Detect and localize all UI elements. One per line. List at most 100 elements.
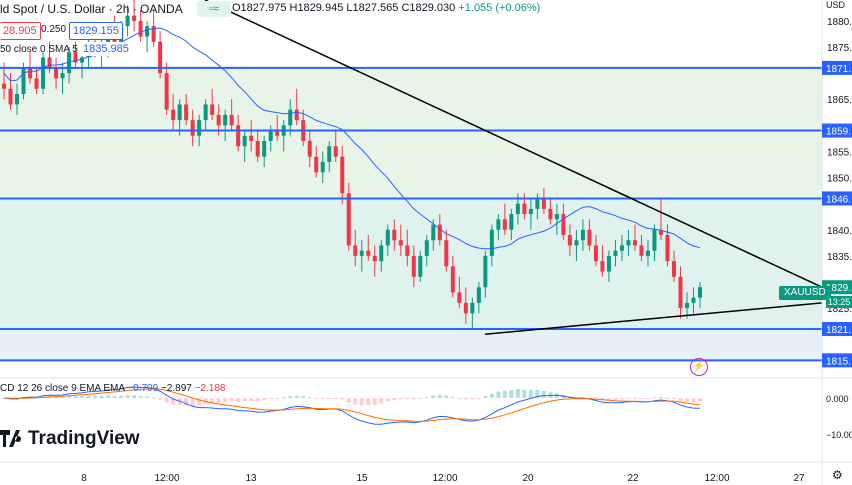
candle-body bbox=[658, 229, 663, 235]
buy-price-button[interactable]: 1829.155 bbox=[69, 22, 123, 40]
macd-histogram-bar bbox=[119, 395, 124, 398]
candle-body bbox=[346, 193, 351, 246]
price-level-tag-label: 1815. bbox=[826, 356, 851, 367]
x-tick-label: 12:00 bbox=[432, 473, 457, 484]
y-tick-label: 1850. bbox=[827, 174, 852, 185]
candle-body bbox=[314, 156, 319, 173]
candle-body bbox=[444, 240, 449, 267]
symbol-price-tag: XAUUSD bbox=[779, 286, 831, 300]
sma-indicator-value: 1835.985 bbox=[80, 42, 132, 56]
lightning-icon[interactable]: ⚡ bbox=[690, 358, 708, 376]
candle-body bbox=[398, 240, 403, 246]
candle-body bbox=[320, 161, 325, 173]
candle-body bbox=[366, 250, 371, 256]
x-tick-label: 8 bbox=[81, 473, 87, 484]
candle-body bbox=[171, 109, 176, 121]
sma-indicator-label[interactable]: 50 close 0 SMA 5 bbox=[0, 44, 78, 55]
candle-body bbox=[639, 245, 644, 256]
candle-body bbox=[671, 261, 676, 277]
y-tick-label: 1825. bbox=[827, 304, 852, 315]
candle-body bbox=[587, 229, 592, 246]
signal-line bbox=[3, 388, 701, 422]
candle-body bbox=[333, 146, 338, 157]
macd-histogram-bar bbox=[307, 397, 312, 399]
macd-tick-label: 0.000 bbox=[826, 394, 849, 404]
candle-body bbox=[41, 57, 46, 89]
macd-histogram-bar bbox=[606, 398, 611, 401]
candle-body bbox=[405, 245, 410, 256]
y-tick-label: 1855. bbox=[827, 147, 852, 158]
price-level-tag bbox=[822, 60, 852, 75]
macd-histogram-bar bbox=[106, 395, 111, 398]
macd-histogram-bar bbox=[80, 396, 85, 398]
candle-body bbox=[164, 73, 169, 110]
macd-histogram-bar bbox=[502, 390, 507, 398]
candle-body bbox=[210, 104, 215, 115]
x-tick-label: 27 bbox=[793, 473, 805, 484]
candle-body bbox=[151, 26, 156, 42]
candle-body bbox=[21, 67, 26, 94]
candle-body bbox=[515, 203, 520, 215]
y-tick-label: 1875. bbox=[827, 43, 852, 54]
currency-label: USD bbox=[826, 0, 846, 10]
x-tick-label: 12:00 bbox=[704, 473, 729, 484]
macd-histogram-bar bbox=[125, 394, 130, 398]
candle-body bbox=[645, 250, 650, 256]
macd-histogram-bar bbox=[366, 398, 371, 406]
macd-histogram-bar bbox=[197, 398, 202, 406]
macd-histogram-bar bbox=[359, 398, 364, 406]
price-level-tag bbox=[822, 353, 852, 368]
macd-histogram-bar bbox=[632, 398, 637, 399]
candle-body bbox=[424, 240, 429, 256]
price-level-tag bbox=[822, 123, 852, 138]
candle-body bbox=[47, 57, 52, 68]
candle-body bbox=[73, 52, 78, 63]
price-level-tag-label: 1821. bbox=[826, 325, 851, 336]
macd-indicator-label[interactable]: CD 12 26 close 9 EMA EMA −0.709 −2.897 −… bbox=[0, 383, 225, 394]
candle-body bbox=[80, 57, 85, 63]
current-price-tag-label: 1829. bbox=[826, 283, 851, 294]
candle-body bbox=[327, 146, 332, 162]
candle-body bbox=[34, 78, 39, 89]
macd-histogram-bar bbox=[268, 398, 273, 400]
candle-body bbox=[158, 41, 163, 74]
macd-histogram-bar bbox=[665, 397, 670, 399]
candle-body bbox=[262, 141, 267, 157]
macd-histogram-bar bbox=[54, 396, 59, 398]
macd-histogram-bar bbox=[613, 398, 618, 400]
candle-body bbox=[684, 302, 689, 309]
candle-body bbox=[698, 287, 702, 298]
macd-histogram-bar bbox=[190, 398, 195, 407]
candle-body bbox=[509, 214, 514, 230]
macd-histogram-bar bbox=[320, 398, 325, 399]
candle-body bbox=[567, 235, 572, 246]
macd-histogram-bar bbox=[691, 398, 696, 403]
macd-histogram-bar bbox=[288, 396, 293, 398]
macd-histogram-bar bbox=[645, 398, 650, 399]
macd-histogram-bar bbox=[275, 398, 280, 399]
price-level-tag-label: 1846. bbox=[826, 194, 851, 205]
macd-histogram-bar bbox=[489, 393, 494, 398]
double-square-icon[interactable]: ▫≈ bbox=[197, 1, 231, 17]
candle-body bbox=[294, 109, 299, 121]
ohlc-readout: O1827.975 H1829.945 L1827.565 C1829.030 … bbox=[232, 2, 540, 14]
macd-histogram-bar bbox=[470, 398, 475, 400]
candle-body bbox=[554, 214, 559, 220]
candle-body bbox=[385, 229, 390, 246]
macd-histogram-bar bbox=[528, 389, 533, 398]
symbol-title[interactable]: ld Spot / U.S. Dollar · 2h · OANDA bbox=[0, 2, 183, 16]
gear-icon[interactable]: ⚙ bbox=[832, 468, 843, 482]
sell-price-button[interactable]: 28.905 bbox=[0, 22, 41, 40]
macd-histogram-bar bbox=[340, 398, 345, 400]
macd-histogram-bar bbox=[93, 395, 98, 398]
macd-histogram-bar bbox=[236, 398, 241, 402]
macd-tick-label: −10.00 bbox=[826, 430, 852, 440]
candle-body bbox=[8, 88, 13, 105]
tradingview-logo-text[interactable]: TradingView bbox=[28, 428, 140, 449]
candle-body bbox=[489, 229, 494, 256]
macd-histogram-bar bbox=[216, 398, 221, 403]
candle-body bbox=[125, 15, 130, 27]
tradingview-logo-icon bbox=[0, 430, 22, 447]
macd-histogram-bar bbox=[678, 398, 683, 402]
